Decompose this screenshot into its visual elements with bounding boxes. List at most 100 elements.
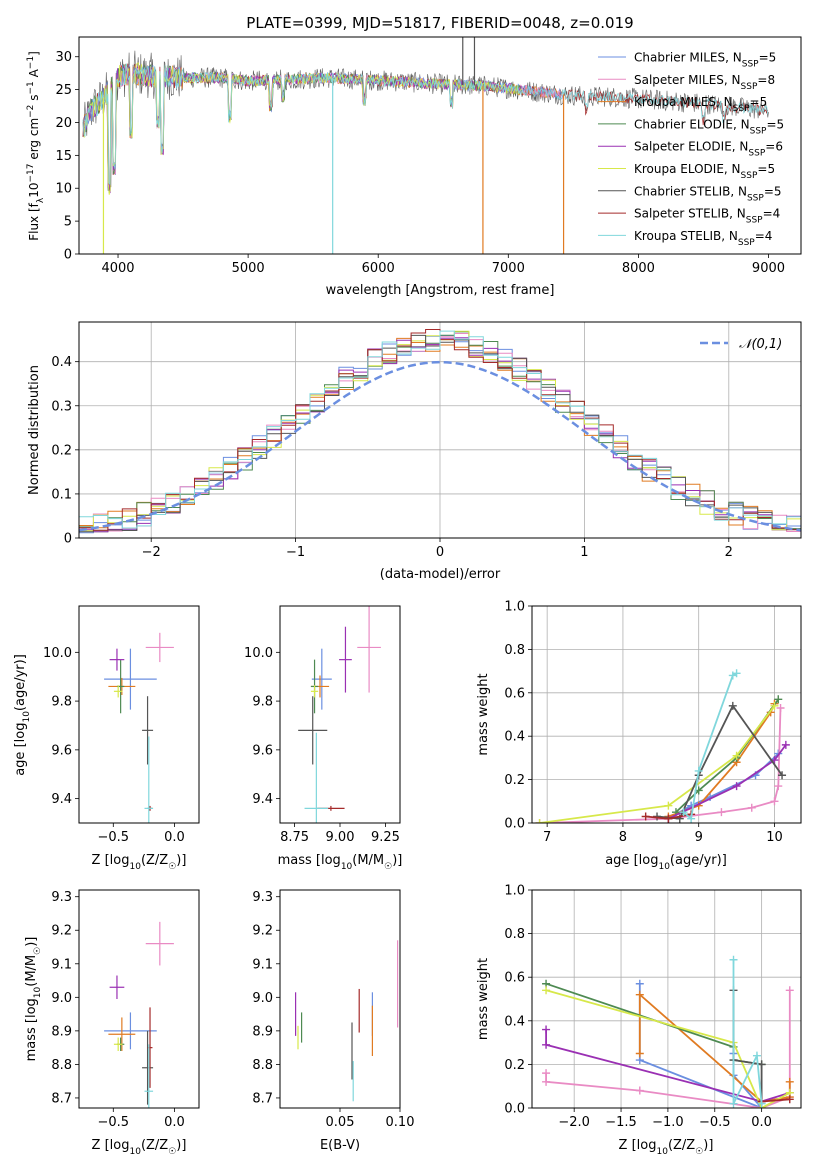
y-axis-label: Flux [fλ10−17 erg cm−2 s−1 A−1]: [26, 51, 46, 241]
series-chabrier-elodie-line: [545, 982, 762, 1066]
label-part: )]: [392, 853, 402, 868]
label-part: Kroupa STELIB, N: [634, 229, 738, 243]
label-part: =8: [757, 73, 775, 87]
legend-entry: Chabrier MILES, NSSP=5: [634, 51, 776, 70]
label-part: (: [141, 1138, 146, 1153]
label-part: =5: [766, 117, 784, 131]
label-part: (: [668, 1138, 673, 1153]
label-part: mass [log: [278, 853, 341, 868]
x-tick-label: 8: [619, 830, 627, 845]
x-tick-label: 4000: [101, 261, 134, 276]
series-kroupa-stelib-marker: [687, 814, 696, 823]
legend-entry: Kroupa STELIB, NSSP=4: [634, 229, 772, 248]
series-kroupa-stelib-marker: [732, 669, 741, 678]
plot-area: [535, 669, 790, 823]
series-kroupa-miles-line: [668, 703, 776, 818]
label-part: Kroupa MILES, N: [634, 95, 733, 109]
y-tick-label: 9.1: [51, 957, 72, 972]
label-part: erg cm: [27, 118, 41, 164]
series-chabrier-miles-marker: [635, 979, 644, 988]
y-tick-label: 0.2: [504, 773, 525, 788]
y-tick-label: 8.9: [252, 1024, 273, 1039]
x-axis-label: wavelength [Angstrom, rest frame]: [326, 283, 555, 298]
series-kroupa-stelib-marker: [729, 955, 738, 964]
label-part: s: [27, 95, 41, 105]
y-tick-label: 9.2: [51, 924, 72, 939]
y-tick-label: 30: [55, 50, 72, 65]
series-salpeter-elodie-marker: [542, 1025, 551, 1034]
x-tick-label: −2: [142, 545, 161, 560]
label-part: SSP: [750, 126, 767, 136]
y-tick-label: 9.2: [252, 924, 273, 939]
mass-vs-metallicity-panel: −0.5 0.08.78.88.99.09.19.29.3Z [log10(Z/Z…: [24, 889, 200, 1157]
label-part: =4: [755, 229, 773, 243]
x-tick-label: 0.0: [164, 1115, 185, 1130]
label-part: age [log: [605, 853, 658, 868]
label-part: SSP: [742, 60, 759, 70]
label-part: −2: [26, 105, 36, 118]
x-tick-label: 8.75: [280, 830, 309, 845]
y-tick-label: 0.4: [504, 1014, 525, 1029]
spectrum-line-kroupa-elodie: [83, 62, 522, 195]
series-kroupa-miles-marker: [635, 1049, 644, 1058]
x-tick-label: 0.0: [164, 830, 185, 845]
label-part: Z/Z: [146, 1138, 168, 1153]
label-part: ☉: [384, 862, 392, 872]
label-part: −1: [26, 81, 36, 94]
y-tick-label: 9.3: [252, 890, 273, 905]
plot-area: [79, 329, 801, 534]
label-part: )]: [703, 1138, 713, 1153]
age-vs-metallicity-panel: −0.5 0.09.49.69.810.0Z [log10(Z/Z☉)]age […: [13, 605, 200, 872]
x-tick-label: 0.10: [386, 1115, 415, 1130]
y-tick-label: 9.3: [51, 890, 72, 905]
y-tick-label: 9.0: [51, 991, 72, 1006]
y-tick-label: 0.3: [51, 399, 72, 414]
normal-curve: [79, 360, 801, 532]
series-kroupa-stelib-marker: [694, 766, 703, 775]
label-part: 10: [129, 862, 141, 872]
label-part: A: [27, 68, 41, 81]
x-tick-label: −0.5: [97, 830, 129, 845]
label-part: SSP: [747, 193, 764, 203]
legend-entry: 𝒩(0,1): [739, 337, 782, 352]
label-part: −17: [26, 164, 36, 183]
mass-vs-ebv-panel: 0.05 0.10 8.7 8.8 8.9 9.0 9.1 9.2 9.3 E(B-V): [252, 889, 415, 1153]
y-tick-label: 9.8: [51, 695, 72, 710]
label-part: Kroupa ELODIE, N: [634, 162, 741, 176]
label-part: ☉: [33, 947, 43, 955]
label-part: (: [141, 853, 146, 868]
y-tick-label: 8.9: [51, 1024, 72, 1039]
series-salpeter-stelib-marker: [785, 1095, 794, 1104]
series-chabrier-stelib-marker: [757, 1060, 766, 1069]
label-part: mass [log: [24, 998, 39, 1061]
y-tick-label: 9.1: [252, 957, 273, 972]
spectrum-panel: 4000 5000 6000 7000 8000 9000 0 5 10 15 20 25 30 wave…: [26, 36, 802, 298]
label-part: 10: [656, 1147, 668, 1157]
y-axis-label: age [log10(age/yr)]: [13, 654, 32, 776]
label-part: =5: [750, 95, 768, 109]
label-part: 10: [27, 183, 41, 198]
x-tick-label: −2.0: [558, 1115, 590, 1130]
y-tick-label: 0.8: [504, 927, 525, 942]
y-tick-label: 10.0: [244, 646, 273, 661]
series-chabrier-stelib-marker: [778, 771, 787, 780]
plot-area: [298, 606, 381, 823]
legend-entry: Kroupa MILES, NSSP=5: [634, 95, 767, 114]
label-part: −1: [26, 56, 36, 69]
y-tick-label: 9.4: [51, 792, 72, 807]
label-part: =5: [764, 184, 782, 198]
series-kroupa-stelib-marker: [752, 1051, 761, 1060]
series-kroupa-elodie-marker: [664, 801, 673, 810]
y-axis-label: mass [log10(M/M☉)]: [24, 937, 43, 1062]
y-axis-label: mass weight: [476, 958, 491, 1040]
series-kroupa-stelib-marker: [729, 1099, 738, 1108]
series-chabrier-miles-line: [638, 983, 763, 1108]
label-part: )]: [176, 1138, 186, 1153]
x-tick-label: 10: [766, 830, 783, 845]
series-salpeter-miles-marker: [542, 1069, 551, 1078]
histogram-kroupa-stelib: [79, 330, 801, 529]
residuals-panel: −2 −1 0 1 2 0 0.1 0.2 0.3 0.4 (data-model)/error No…: [27, 321, 802, 582]
series-salpeter-miles-line: [539, 707, 782, 823]
series-salpeter-miles-marker: [635, 1086, 644, 1095]
x-axis-label: E(B-V): [320, 1138, 360, 1153]
